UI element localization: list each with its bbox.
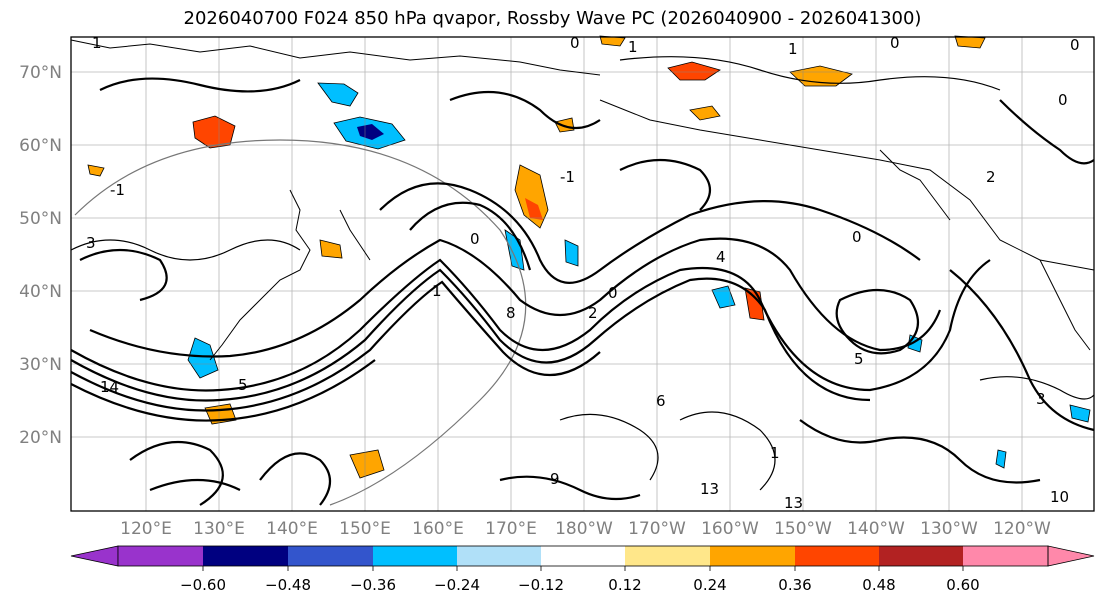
contour-label: 0 bbox=[470, 230, 480, 248]
colorbar-tick: −0.24 bbox=[434, 576, 480, 594]
lon-label-160e: 160°E bbox=[412, 519, 464, 539]
contour-label: 5 bbox=[854, 350, 864, 368]
colorbar-tick: −0.60 bbox=[180, 576, 226, 594]
contour-label: 1 bbox=[770, 444, 780, 462]
lon-label-150e: 150°E bbox=[339, 519, 391, 539]
contour-label: 3 bbox=[1036, 390, 1046, 408]
colorbar-segment bbox=[625, 546, 710, 566]
contour-label: 0 bbox=[1070, 36, 1080, 54]
thin-contours bbox=[70, 56, 1095, 491]
contour-label: -1 bbox=[560, 168, 575, 186]
colorbar-segment bbox=[457, 546, 541, 566]
colorbar-segment bbox=[795, 546, 879, 566]
colorbar-segment bbox=[963, 546, 1048, 566]
colorbar-segment bbox=[288, 546, 373, 566]
lon-label-130e: 130°E bbox=[193, 519, 245, 539]
colorbar-tick: −0.12 bbox=[518, 576, 564, 594]
contour-label: 3 bbox=[86, 234, 96, 252]
lon-label-160w: 160°W bbox=[701, 519, 759, 539]
contour-label: 0 bbox=[852, 228, 862, 246]
contour-label: 2 bbox=[986, 168, 996, 186]
colorbar-extend-high bbox=[1047, 545, 1095, 567]
colorbar: −0.60 −0.48 −0.36 −0.24 −0.12 0.12 0.24 … bbox=[70, 545, 1095, 594]
colorbar-tick: 0.48 bbox=[862, 576, 895, 594]
contour-label: 1 bbox=[432, 282, 442, 300]
contour-label: 13 bbox=[700, 480, 719, 498]
colorbar-segment bbox=[373, 546, 457, 566]
latitude-labels: 70°N 60°N 50°N 40°N 30°N 20°N bbox=[19, 63, 62, 448]
colorbar-outline bbox=[117, 545, 1049, 567]
contour-label: 8 bbox=[506, 304, 516, 322]
plot-title: 2026040700 F024 850 hPa qvapor, Rossby W… bbox=[183, 8, 922, 29]
lon-label-140w: 140°W bbox=[847, 519, 905, 539]
lon-label-130w: 130°W bbox=[920, 519, 978, 539]
lon-label-180w: 180°W bbox=[555, 519, 613, 539]
lat-label-30n: 30°N bbox=[19, 355, 62, 375]
colorbar-tick: 0.24 bbox=[693, 576, 726, 594]
lon-label-140e: 140°E bbox=[266, 519, 318, 539]
colorbar-segment bbox=[879, 546, 963, 566]
colorbar-segment bbox=[710, 546, 795, 566]
contour-label: 1 bbox=[628, 38, 638, 56]
lon-label-170w: 170°W bbox=[628, 519, 686, 539]
lat-label-50n: 50°N bbox=[19, 209, 62, 229]
contour-label: 9 bbox=[550, 470, 560, 488]
lat-label-20n: 20°N bbox=[19, 428, 62, 448]
qvapor-shading bbox=[87, 35, 1091, 479]
colorbar-segment bbox=[541, 546, 625, 566]
colorbar-extend-low bbox=[70, 545, 119, 567]
colorbar-tick: 0.36 bbox=[778, 576, 811, 594]
contour-label: 5 bbox=[238, 376, 248, 394]
lon-label-170e: 170°E bbox=[485, 519, 537, 539]
lon-label-120w: 120°W bbox=[993, 519, 1051, 539]
contour-label: -1 bbox=[110, 181, 125, 199]
contour-label: 2 bbox=[588, 304, 598, 322]
lat-label-40n: 40°N bbox=[19, 282, 62, 302]
domain-arc bbox=[74, 139, 527, 506]
contour-label: 0 bbox=[1058, 91, 1068, 109]
map-panel: 1 0 1 0 1 0 0 0 2 -1 -1 1 3 14 0 5 4 8 0… bbox=[70, 34, 1095, 512]
contour-label: 0 bbox=[570, 34, 580, 52]
colorbar-segment bbox=[203, 546, 288, 566]
rossby-contours bbox=[70, 77, 1095, 506]
colorbar-tick: 0.60 bbox=[946, 576, 979, 594]
map-background bbox=[71, 37, 1094, 511]
contour-label: 13 bbox=[784, 494, 803, 512]
map-border bbox=[70, 36, 1095, 512]
colorbar-segment bbox=[118, 546, 203, 566]
longitude-labels: 120°E 130°E 140°E 150°E 160°E 170°E 180°… bbox=[120, 519, 1051, 539]
contour-label: 10 bbox=[1050, 488, 1069, 506]
colorbar-tick: −0.48 bbox=[265, 576, 311, 594]
colorbar-tick: 0.12 bbox=[608, 576, 641, 594]
contour-label: 4 bbox=[716, 248, 726, 266]
coastlines bbox=[70, 39, 1095, 361]
lat-label-70n: 70°N bbox=[19, 63, 62, 83]
lat-label-60n: 60°N bbox=[19, 136, 62, 156]
contour-label: 1 bbox=[788, 40, 798, 58]
contour-label: 0 bbox=[890, 34, 900, 52]
contour-labels: 1 0 1 0 1 0 0 0 2 -1 -1 1 3 14 0 5 4 8 0… bbox=[86, 34, 1080, 512]
lon-label-120e: 120°E bbox=[120, 519, 172, 539]
contour-label: 6 bbox=[656, 392, 666, 410]
graticule bbox=[71, 37, 1094, 511]
contour-label: 0 bbox=[608, 284, 618, 302]
contour-label: 14 bbox=[100, 378, 119, 396]
lon-label-150w: 150°W bbox=[774, 519, 832, 539]
colorbar-tick: −0.36 bbox=[350, 576, 396, 594]
contour-label: 1 bbox=[92, 34, 102, 52]
